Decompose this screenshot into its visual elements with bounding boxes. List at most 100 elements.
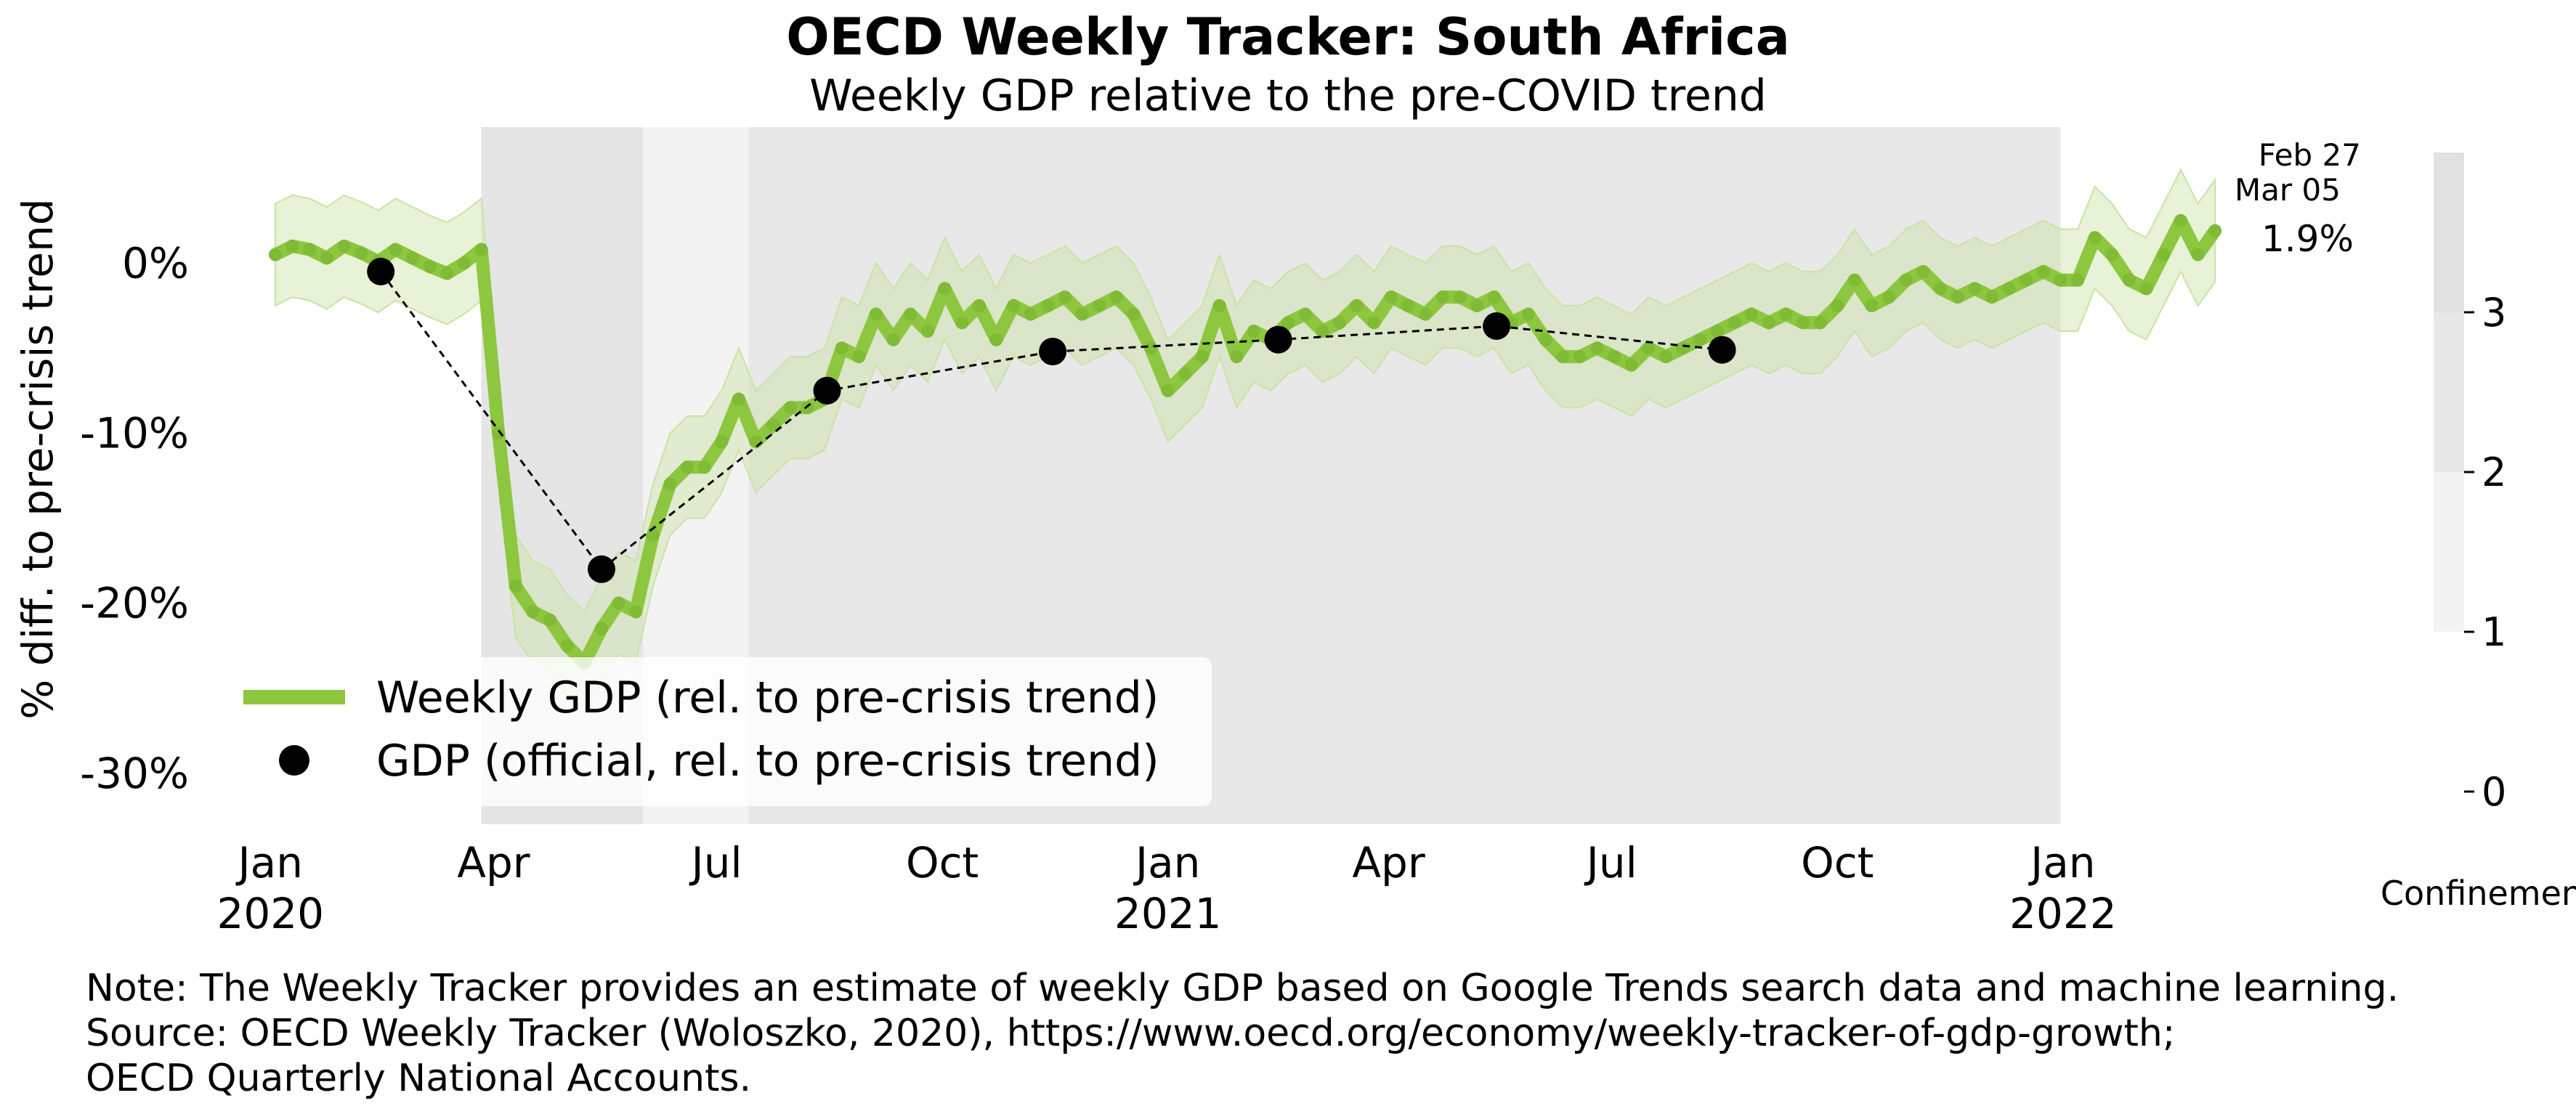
weekly-point [303,243,317,256]
weekly-point [1367,316,1381,330]
weekly-point [1281,316,1295,330]
weekly-point [904,307,918,321]
weekly-point [1813,316,1827,330]
weekly-point [1333,316,1346,330]
weekly-point [1847,273,1861,287]
weekly-point [2139,282,2153,296]
colorbar-segment-2 [2434,312,2464,472]
weekly-point [1316,325,1329,338]
weekly-point [526,605,540,619]
y-tick-label: -20% [80,579,189,628]
weekly-point [2036,265,2050,278]
weekly-point [1230,350,1244,364]
colorbar-tick-label: 0 [2482,769,2506,815]
x-tick-label: Oct [1801,838,1874,887]
weekly-point [646,529,660,542]
weekly-point [1435,290,1449,304]
weekly-point [1487,290,1501,304]
weekly-point [1127,307,1141,321]
legend-official-marker [279,745,309,776]
weekly-point [681,460,694,474]
confinement-colorbar: 0 1 2 3 [2434,153,2506,815]
weekly-point [1762,316,1775,330]
legend: Weekly GDP (rel. to pre-crisis trend) GD… [225,657,1212,806]
weekly-point [1419,307,1433,321]
weekly-point [886,333,900,346]
weekly-point [972,298,986,312]
weekly-point [509,580,522,593]
y-tick-label: 0% [122,238,189,288]
weekly-point [1539,333,1552,346]
weekly-point [389,243,402,256]
weekly-point [1608,350,1621,364]
note-line-1: Note: The Weekly Tracker provides an est… [86,967,2399,1010]
weekly-point [852,350,866,364]
weekly-point [1247,325,1260,338]
weekly-point [1676,341,1690,355]
weekly-point [2020,273,2033,287]
weekly-point [1985,290,1998,304]
weekly-point [1831,298,1844,312]
weekly-point [1384,290,1398,304]
weekly-point [715,435,729,449]
weekly-point [766,418,780,431]
weekly-point [1899,273,1913,287]
weekly-point [1728,316,1741,330]
x-tick-label: Jul [689,838,742,887]
weekly-point [920,325,934,338]
weekly-point [663,477,677,491]
weekly-point [938,282,952,296]
weekly-point [2105,248,2119,261]
weekly-point [543,614,557,627]
weekly-point [783,401,797,415]
weekly-point [1453,290,1467,304]
legend-official-label: GDP (official, rel. to pre-crisis trend) [376,736,1159,786]
weekly-point [1212,298,1226,312]
weekly-point [2071,273,2085,287]
weekly-point [1041,298,1055,312]
weekly-point [835,341,848,355]
note-line-3: OECD Quarterly National Accounts. [86,1057,751,1100]
x-tick-label: Apr [457,838,530,887]
weekly-point [1144,341,1158,355]
weekly-point [749,435,763,449]
weekly-point [1058,290,1072,304]
weekly-point [1573,350,1587,364]
weekly-point [1401,298,1415,312]
weekly-point [1470,298,1484,312]
weekly-point [955,316,969,330]
weekly-point [697,460,711,474]
official-point [1483,312,1511,340]
weekly-point [2054,273,2067,287]
official-point [1708,336,1736,364]
weekly-point [560,639,574,653]
colorbar-label: Confinement [2381,874,2576,913]
weekly-band [275,168,2216,715]
weekly-point [1916,265,1930,278]
weekly-point [1521,307,1535,321]
weekly-point [1934,282,1947,296]
weekly-point [2123,273,2136,287]
weekly-point [2157,248,2171,261]
weekly-point [355,246,368,260]
weekly-point [474,243,488,256]
x-tick-year-label: 2021 [1114,889,1222,938]
weekly-point [629,605,643,619]
weekly-point [1556,350,1570,364]
official-point [1264,325,1292,354]
colorbar-segment-0 [2434,632,2464,792]
x-tick-label: Jan [2028,838,2095,887]
weekly-point [595,622,608,635]
chart-title: OECD Weekly Tracker: South Africa [786,7,1790,67]
weekly-point [423,260,437,273]
x-tick-label: Jan [1133,838,1200,887]
note-line-2: Source: OECD Weekly Tracker (Woloszko, 2… [86,1012,2175,1055]
weekly-point [1590,341,1604,355]
legend-box [225,657,1212,806]
weekly-point [320,251,333,265]
weekly-point [337,239,351,253]
chart-subtitle: Weekly GDP relative to the pre-COVID tre… [809,70,1767,121]
weekly-point [285,239,299,253]
colorbar-tick-label: 2 [2482,450,2506,495]
